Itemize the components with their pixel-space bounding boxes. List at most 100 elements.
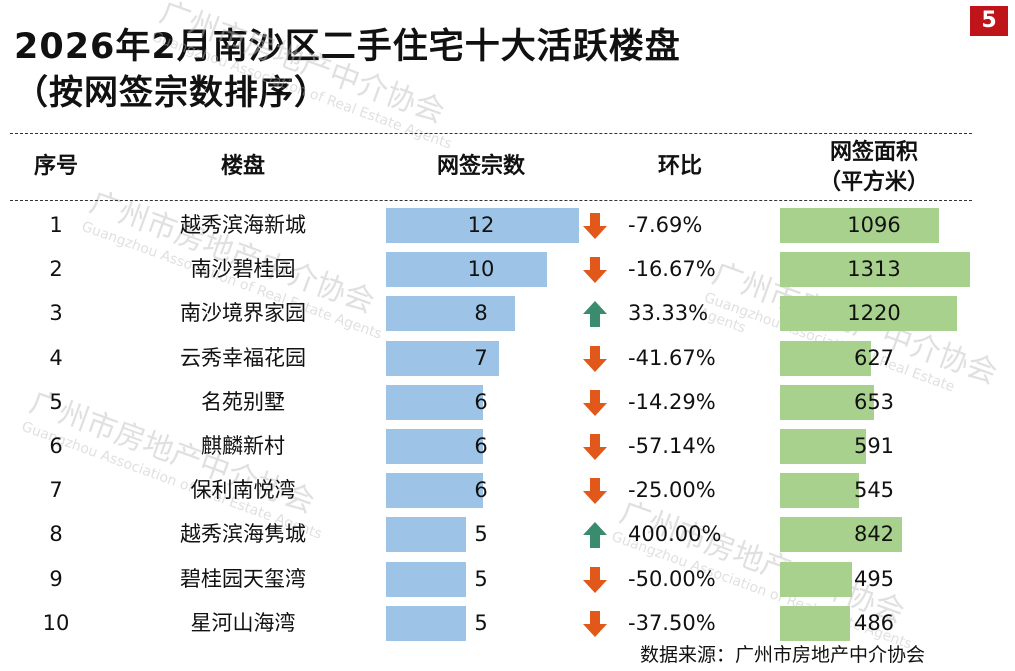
mom-change: -7.69% bbox=[628, 213, 703, 237]
rank-cell: 2 bbox=[49, 257, 63, 282]
count-bar bbox=[386, 252, 547, 288]
source-note: 数据来源：广州市房地产中介协会 bbox=[640, 644, 926, 666]
area-label: 1313 bbox=[847, 257, 901, 282]
project-name: 名苑别墅 bbox=[201, 389, 285, 414]
title-line-1: 2026年2月南沙区二手住宅十大活跃楼盘 bbox=[14, 27, 681, 67]
trend-down-icon bbox=[583, 610, 607, 637]
project-name: 越秀滨海新城 bbox=[180, 213, 306, 237]
table-row: 1 越秀滨海新城 12 -7.69% 1096 bbox=[0, 203, 1015, 247]
trend-down-icon bbox=[583, 389, 607, 416]
area-bar bbox=[780, 605, 851, 641]
count-label: 10 bbox=[467, 257, 495, 282]
table-row: 6 麒麟新村 6 -57.14% 591 bbox=[0, 424, 1015, 468]
area-label: 1096 bbox=[847, 213, 901, 237]
area-label: 545 bbox=[853, 478, 895, 503]
area-bar bbox=[780, 517, 902, 553]
area-label: 842 bbox=[853, 522, 895, 547]
count-bar bbox=[386, 429, 483, 464]
area-label: 486 bbox=[853, 610, 895, 635]
rank-cell: 4 bbox=[49, 345, 63, 370]
project-name: 星河山海湾 bbox=[190, 610, 296, 635]
header-mom: 环比 bbox=[657, 154, 702, 179]
table-top-rule bbox=[10, 133, 972, 134]
table-row: 10 星河山海湾 5 -37.50% 486 bbox=[0, 601, 1015, 645]
header-project: 楼盘 bbox=[220, 154, 265, 179]
area-label: 591 bbox=[853, 434, 895, 458]
mom-change: -16.67% bbox=[628, 257, 716, 282]
trend-down-icon bbox=[583, 478, 607, 505]
area-bar bbox=[780, 296, 957, 332]
header-count: 网签宗数 bbox=[436, 154, 525, 179]
count-label: 8 bbox=[474, 301, 488, 326]
rank-cell: 1 bbox=[49, 213, 63, 237]
mom-change: -14.29% bbox=[628, 389, 716, 414]
page-number-badge: 5 bbox=[970, 6, 1008, 36]
table-row: 8 越秀滨海隽城 5 400.00% 842 bbox=[0, 512, 1015, 556]
count-bar bbox=[386, 208, 579, 243]
header-rank: 序号 bbox=[33, 154, 78, 179]
area-label: 653 bbox=[853, 389, 895, 414]
header-area: 网签面积 （平方米） bbox=[780, 138, 968, 198]
mom-change: 400.00% bbox=[628, 522, 722, 547]
project-name: 保利南悦湾 bbox=[190, 478, 296, 503]
mom-change: -41.67% bbox=[628, 345, 716, 370]
table-row: 5 名苑别墅 6 -14.29% 653 bbox=[0, 380, 1015, 424]
count-label: 5 bbox=[474, 610, 488, 635]
mom-change: -25.00% bbox=[628, 478, 716, 503]
title-line-2: （按网签宗数排序） bbox=[14, 73, 329, 113]
table-row: 9 碧桂园天玺湾 5 -50.00% 495 bbox=[0, 557, 1015, 601]
count-bar bbox=[386, 473, 483, 509]
area-bar bbox=[780, 340, 871, 376]
trend-up-icon bbox=[583, 522, 607, 549]
count-bar bbox=[386, 605, 467, 641]
count-bar bbox=[386, 296, 515, 332]
count-label: 6 bbox=[474, 478, 488, 503]
table-row: 2 南沙碧桂园 10 -16.67% 1313 bbox=[0, 247, 1015, 291]
count-label: 5 bbox=[474, 522, 488, 547]
project-name: 南沙境界家园 bbox=[180, 301, 306, 326]
count-label: 6 bbox=[474, 434, 488, 458]
area-bar bbox=[780, 252, 970, 288]
table-row: 3 南沙境界家园 8 33.33% 1220 bbox=[0, 291, 1015, 335]
area-bar bbox=[780, 384, 875, 420]
project-name: 南沙碧桂园 bbox=[190, 257, 296, 282]
trend-down-icon bbox=[583, 213, 607, 239]
rank-cell: 5 bbox=[49, 389, 63, 414]
trend-up-icon bbox=[583, 301, 607, 328]
mom-change: -37.50% bbox=[628, 610, 716, 635]
header-area-line-1: 网签面积 bbox=[829, 140, 918, 165]
mom-change: -57.14% bbox=[628, 434, 716, 458]
mom-change: 33.33% bbox=[628, 301, 709, 326]
area-label: 495 bbox=[853, 566, 895, 591]
area-bar bbox=[780, 429, 866, 464]
count-label: 5 bbox=[474, 566, 488, 591]
table-header-rule bbox=[10, 200, 972, 201]
area-bar bbox=[780, 473, 859, 509]
rank-cell: 6 bbox=[49, 434, 63, 458]
rank-cell: 3 bbox=[49, 301, 63, 326]
rank-cell: 8 bbox=[49, 522, 63, 547]
table-row: 4 云秀幸福花园 7 -41.67% 627 bbox=[0, 336, 1015, 380]
count-label: 12 bbox=[467, 213, 495, 237]
count-bar bbox=[386, 517, 467, 553]
count-bar bbox=[386, 384, 483, 420]
header-area-line-2: （平方米） bbox=[818, 170, 929, 195]
trend-down-icon bbox=[583, 345, 607, 372]
project-name: 云秀幸福花园 bbox=[180, 345, 306, 370]
mom-change: -50.00% bbox=[628, 566, 716, 591]
rank-cell: 9 bbox=[49, 566, 63, 591]
count-label: 6 bbox=[474, 389, 488, 414]
area-label: 1220 bbox=[847, 301, 901, 326]
project-name: 碧桂园天玺湾 bbox=[180, 566, 306, 591]
count-bar bbox=[386, 340, 499, 376]
count-bar bbox=[386, 561, 467, 597]
trend-down-icon bbox=[583, 566, 607, 593]
area-bar bbox=[780, 208, 939, 243]
area-label: 627 bbox=[853, 345, 895, 370]
area-bar bbox=[780, 561, 852, 597]
rank-cell: 7 bbox=[49, 478, 63, 503]
rank-cell: 10 bbox=[42, 610, 70, 635]
count-label: 7 bbox=[474, 345, 488, 370]
table-row: 7 保利南悦湾 6 -25.00% 545 bbox=[0, 468, 1015, 512]
page-title: 2026年2月南沙区二手住宅十大活跃楼盘 （按网签宗数排序） bbox=[14, 24, 681, 116]
